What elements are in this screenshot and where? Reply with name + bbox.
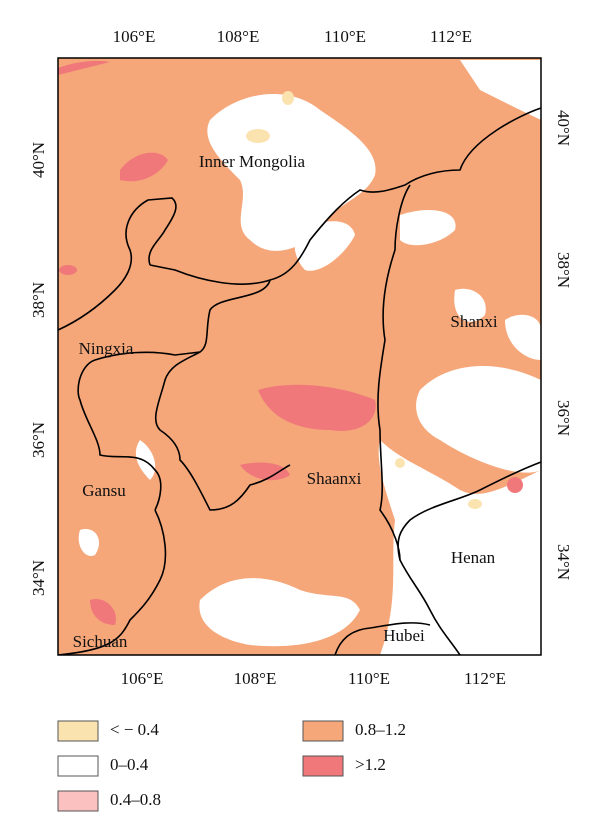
legend-swatch	[57, 790, 99, 812]
lon-label: 110°E	[324, 27, 366, 46]
right-axis: 40°N 38°N 36°N 34°N	[554, 110, 573, 580]
legend-swatch	[57, 755, 99, 777]
lon-label: 112°E	[464, 669, 506, 688]
legend-label: >1.2	[355, 755, 386, 774]
lat-label: 38°N	[554, 252, 573, 288]
lat-label: 34°N	[554, 544, 573, 580]
lat-label: 40°N	[29, 142, 48, 178]
region-label: Henan	[451, 548, 496, 567]
lon-label: 106°E	[113, 27, 156, 46]
legend-label: 0–0.4	[110, 755, 149, 774]
very-low-areas	[246, 91, 482, 509]
region-label: Ningxia	[79, 339, 134, 358]
lat-label: 38°N	[29, 282, 48, 318]
lat-label: 40°N	[554, 110, 573, 146]
region-label: Shaanxi	[307, 469, 362, 488]
region-label: Shanxi	[450, 312, 498, 331]
low-areas	[78, 60, 541, 655]
legend-label: 0.4–0.8	[110, 790, 161, 809]
lon-label: 106°E	[121, 669, 164, 688]
lon-label: 108°E	[234, 669, 277, 688]
legend: < − 0.4 0–0.4 0.4–0.8 0.8–1.2 >1.2	[57, 720, 406, 812]
bottom-axis: 106°E 108°E 110°E 112°E	[121, 669, 506, 688]
region-labels: Inner Mongolia Ningxia Shanxi Gansu Shaa…	[73, 152, 498, 651]
legend-swatch	[302, 720, 344, 742]
lat-label: 34°N	[29, 560, 48, 596]
lon-label: 110°E	[348, 669, 390, 688]
region-label: Sichuan	[73, 632, 128, 651]
legend-swatch	[302, 755, 344, 777]
left-axis: 40°N 38°N 36°N 34°N	[29, 142, 48, 596]
province-borders	[58, 107, 541, 655]
map-body	[58, 58, 541, 655]
legend-swatch	[57, 720, 99, 742]
lat-label: 36°N	[554, 400, 573, 436]
top-axis: 106°E 108°E 110°E 112°E	[113, 27, 472, 46]
high-areas	[58, 60, 523, 625]
region-label: Gansu	[82, 481, 126, 500]
lon-label: 108°E	[217, 27, 260, 46]
region-label: Hubei	[383, 626, 425, 645]
legend-label: 0.8–1.2	[355, 720, 406, 739]
region-label: Inner Mongolia	[199, 152, 306, 171]
lon-label: 112°E	[430, 27, 472, 46]
legend-label: < − 0.4	[110, 720, 159, 739]
lat-label: 36°N	[29, 422, 48, 458]
map-frame	[57, 57, 542, 656]
